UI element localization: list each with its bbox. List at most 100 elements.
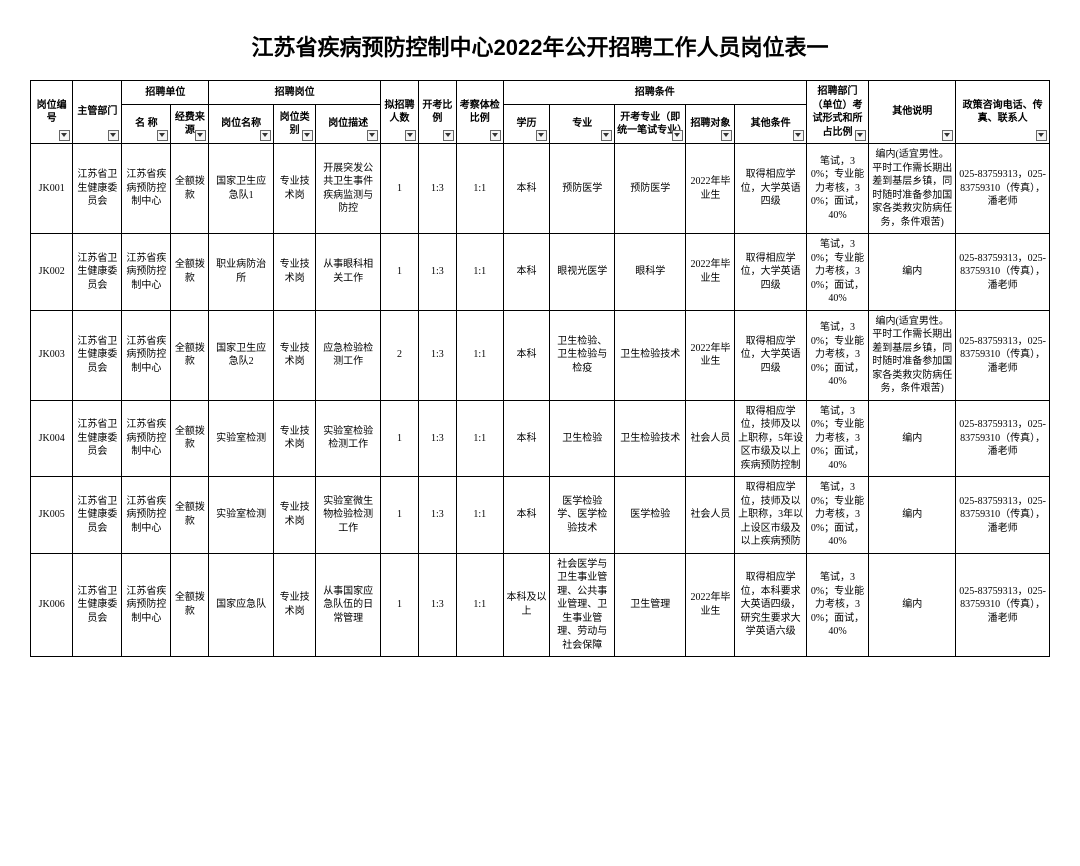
- cell-post: 实验室检测: [209, 400, 274, 477]
- cell-exam_major: 卫生管理: [615, 553, 686, 657]
- cell-cat: 专业技术岗: [274, 400, 316, 477]
- filter-icon[interactable]: [536, 130, 547, 141]
- cell-post: 国家卫生应急队2: [209, 310, 274, 400]
- filter-icon[interactable]: [443, 130, 454, 141]
- filter-icon[interactable]: [157, 130, 168, 141]
- col-exam-ratio: 考察体检比例: [456, 81, 503, 144]
- cell-major: 预防医学: [550, 144, 615, 234]
- cell-desc: 实验室检验检测工作: [316, 400, 381, 477]
- col-unit: 名 称: [122, 105, 171, 144]
- cell-exam_ratio: 1:1: [456, 477, 503, 554]
- table-row: JK001江苏省卫生健康委员会江苏省疾病预防控制中心全额拨款国家卫生应急队1专业…: [31, 144, 1050, 234]
- cell-major: 卫生检验、卫生检验与检疫: [550, 310, 615, 400]
- cell-id: JK001: [31, 144, 73, 234]
- cell-target: 社会人员: [686, 477, 735, 554]
- cell-edu: 本科: [503, 310, 550, 400]
- cell-other_cond: 取得相应学位，技师及以上职称，5年设区市级及以上疾病预防控制: [735, 400, 806, 477]
- col-exam-form: 招聘部门（单位）考试形式和所占比例: [806, 81, 868, 144]
- cell-post: 国家应急队: [209, 553, 274, 657]
- filter-icon[interactable]: [260, 130, 271, 141]
- filter-icon[interactable]: [108, 130, 119, 141]
- col-num: 拟招聘人数: [381, 81, 419, 144]
- cell-ratio: 1:3: [418, 144, 456, 234]
- cell-exam_ratio: 1:1: [456, 553, 503, 657]
- cell-unit: 江苏省疾病预防控制中心: [122, 477, 171, 554]
- cell-desc: 实验室微生物检验检测工作: [316, 477, 381, 554]
- filter-icon[interactable]: [855, 130, 866, 141]
- col-exam-major: 开考专业（即统一笔试专业）: [615, 105, 686, 144]
- table-row: JK003江苏省卫生健康委员会江苏省疾病预防控制中心全额拨款国家卫生应急队2专业…: [31, 310, 1050, 400]
- filter-icon[interactable]: [490, 130, 501, 141]
- filter-icon[interactable]: [601, 130, 612, 141]
- cell-num: 1: [381, 553, 419, 657]
- cell-other_cond: 取得相应学位，大学英语四级: [735, 144, 806, 234]
- cell-desc: 开展突发公共卫生事件疾病监测与防控: [316, 144, 381, 234]
- cell-exam_major: 卫生检验技术: [615, 400, 686, 477]
- cell-target: 社会人员: [686, 400, 735, 477]
- cell-target: 2022年毕业生: [686, 144, 735, 234]
- cell-fund: 全额拨款: [171, 400, 209, 477]
- cell-num: 2: [381, 310, 419, 400]
- cell-id: JK003: [31, 310, 73, 400]
- col-group-unit: 招聘单位: [122, 81, 209, 105]
- filter-icon[interactable]: [405, 130, 416, 141]
- filter-icon[interactable]: [195, 130, 206, 141]
- filter-icon[interactable]: [367, 130, 378, 141]
- filter-icon[interactable]: [793, 130, 804, 141]
- cell-post: 职业病防治所: [209, 234, 274, 311]
- col-id: 岗位编号: [31, 81, 73, 144]
- cell-exam_major: 预防医学: [615, 144, 686, 234]
- col-group-post: 招聘岗位: [209, 81, 381, 105]
- cell-dept: 江苏省卫生健康委员会: [73, 144, 122, 234]
- cell-dept: 江苏省卫生健康委员会: [73, 477, 122, 554]
- cell-dept: 江苏省卫生健康委员会: [73, 234, 122, 311]
- cell-desc: 从事眼科相关工作: [316, 234, 381, 311]
- cell-major: 社会医学与卫生事业管理、公共事业管理、卫生事业管理、劳动与社会保障: [550, 553, 615, 657]
- cell-ratio: 1:3: [418, 310, 456, 400]
- filter-icon[interactable]: [942, 130, 953, 141]
- cell-unit: 江苏省疾病预防控制中心: [122, 310, 171, 400]
- table-header: 岗位编号 主管部门 招聘单位 招聘岗位 拟招聘人数 开考比例 考察体检比例 招聘…: [31, 81, 1050, 144]
- cell-exam_major: 医学检验: [615, 477, 686, 554]
- cell-id: JK004: [31, 400, 73, 477]
- cell-dept: 江苏省卫生健康委员会: [73, 400, 122, 477]
- cell-dept: 江苏省卫生健康委员会: [73, 553, 122, 657]
- cell-desc: 从事国家应急队伍的日常管理: [316, 553, 381, 657]
- filter-icon[interactable]: [59, 130, 70, 141]
- cell-exam_form: 笔试，30%；专业能力考核，30%；面试，40%: [806, 234, 868, 311]
- cell-major: 医学检验学、医学检验技术: [550, 477, 615, 554]
- page-title: 江苏省疾病预防控制中心2022年公开招聘工作人员岗位表一: [30, 30, 1050, 62]
- cell-unit: 江苏省疾病预防控制中心: [122, 400, 171, 477]
- cell-dept: 江苏省卫生健康委员会: [73, 310, 122, 400]
- cell-edu: 本科: [503, 477, 550, 554]
- filter-icon[interactable]: [721, 130, 732, 141]
- filter-icon[interactable]: [302, 130, 313, 141]
- filter-icon[interactable]: [1036, 130, 1047, 141]
- cell-num: 1: [381, 144, 419, 234]
- cell-contact: 025-83759313，025-83759310（传真），潘老师: [956, 400, 1050, 477]
- cell-exam_major: 眼科学: [615, 234, 686, 311]
- cell-post: 实验室检测: [209, 477, 274, 554]
- cell-id: JK002: [31, 234, 73, 311]
- filter-icon[interactable]: [672, 130, 683, 141]
- cell-contact: 025-83759313，025-83759310（传真），潘老师: [956, 234, 1050, 311]
- col-group-cond: 招聘条件: [503, 81, 806, 105]
- cell-fund: 全额拨款: [171, 234, 209, 311]
- cell-note: 编内(适宜男性。平时工作需长期出差到基层乡镇，同时随时准备参加国家各类救灾防病任…: [869, 144, 956, 234]
- cell-exam_ratio: 1:1: [456, 400, 503, 477]
- cell-exam_form: 笔试，30%；专业能力考核，30%；面试，40%: [806, 400, 868, 477]
- cell-id: JK006: [31, 553, 73, 657]
- cell-ratio: 1:3: [418, 234, 456, 311]
- cell-edu: 本科: [503, 234, 550, 311]
- cell-target: 2022年毕业生: [686, 310, 735, 400]
- table-row: JK004江苏省卫生健康委员会江苏省疾病预防控制中心全额拨款实验室检测专业技术岗…: [31, 400, 1050, 477]
- col-post: 岗位名称: [209, 105, 274, 144]
- cell-cat: 专业技术岗: [274, 553, 316, 657]
- cell-target: 2022年毕业生: [686, 553, 735, 657]
- cell-exam_form: 笔试，30%；专业能力考核，30%；面试，40%: [806, 310, 868, 400]
- cell-other_cond: 取得相应学位，大学英语四级: [735, 310, 806, 400]
- col-target: 招聘对象: [686, 105, 735, 144]
- cell-exam_form: 笔试，30%；专业能力考核，30%；面试，40%: [806, 144, 868, 234]
- cell-cat: 专业技术岗: [274, 234, 316, 311]
- col-dept: 主管部门: [73, 81, 122, 144]
